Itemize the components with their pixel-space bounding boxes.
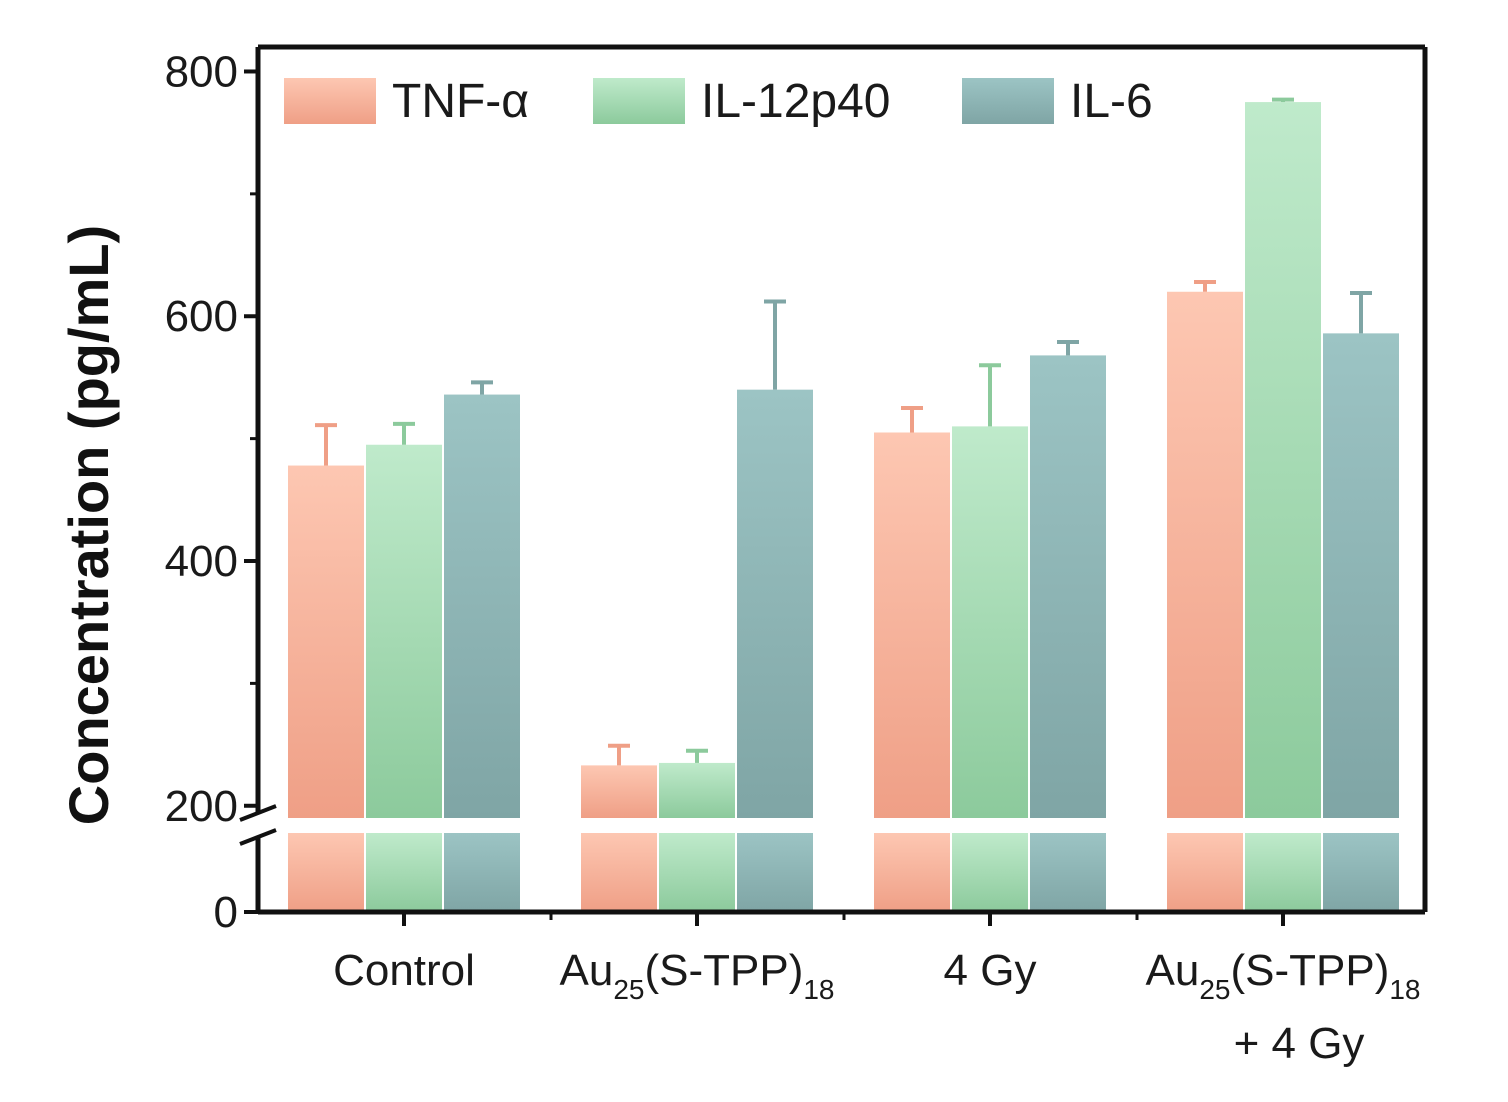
legend-label: TNF-α: [392, 75, 529, 128]
legend-swatch: [593, 78, 685, 124]
axis-break-mark: [239, 804, 277, 822]
bar-lower: [952, 833, 1028, 912]
legend-swatch: [962, 78, 1054, 124]
bar-lower: [581, 833, 657, 912]
error-bar: [764, 299, 786, 390]
y-tick-label: 200: [165, 782, 238, 831]
error-bar: [393, 421, 415, 445]
error-bar: [1057, 339, 1079, 356]
axis-break-mark: [239, 828, 277, 846]
y-axis-label: Concentration (pg/mL): [57, 225, 120, 825]
x-category-label: Au25(S-TPP)18: [559, 946, 834, 1005]
error-bar: [1194, 279, 1216, 292]
y-tick-label: 400: [165, 537, 238, 586]
bar: [659, 762, 735, 818]
bar: [952, 426, 1028, 818]
legend-item: IL-6: [962, 75, 1153, 128]
y-tick-label: 600: [165, 292, 238, 341]
legend-item: TNF-α: [284, 75, 529, 128]
bar-lower: [366, 833, 442, 912]
legend-label: IL-6: [1070, 75, 1153, 128]
error-bar: [315, 423, 337, 466]
error-bar: [979, 363, 1001, 427]
axes: [239, 44, 1428, 915]
y-tick-label: 0: [214, 888, 238, 937]
legend-swatch: [284, 78, 376, 124]
x-category-label: 4 Gy: [944, 946, 1037, 995]
bar: [1323, 333, 1399, 818]
error-bar: [471, 380, 493, 395]
y-tick-label: 800: [165, 47, 238, 96]
x-category-label: Control: [333, 946, 475, 995]
bar: [874, 432, 950, 818]
bar-lower: [1167, 833, 1243, 912]
bar: [737, 389, 813, 818]
bar-lower: [1030, 833, 1106, 912]
bar: [1030, 355, 1106, 818]
bar: [444, 394, 520, 818]
error-bar: [686, 748, 708, 763]
y-axis-ticks: 0 200 400 600 800: [165, 47, 1285, 937]
bar: [581, 765, 657, 818]
x-axis-categories: Control Au25(S-TPP)18 4 Gy Au25(S-TPP)18 + 4…: [333, 946, 1420, 1068]
x-category-label: Au25(S-TPP)18: [1145, 946, 1420, 1005]
bars-layer: [288, 102, 1399, 912]
error-bar: [1272, 97, 1294, 103]
error-bar: [608, 743, 630, 766]
error-bar: [901, 406, 923, 433]
bar-lower: [874, 833, 950, 912]
bar-lower: [1245, 833, 1321, 912]
bar: [288, 465, 364, 818]
bar-lower: [444, 833, 520, 912]
bar-lower: [288, 833, 364, 912]
legend-label: IL-12p40: [701, 75, 891, 128]
bar-lower: [737, 833, 813, 912]
bar: [1167, 291, 1243, 818]
x-category-label-line2: + 4 Gy: [1234, 1019, 1365, 1068]
bar: [1245, 102, 1321, 819]
bar-lower: [659, 833, 735, 912]
bar-lower: [1323, 833, 1399, 912]
error-bars-layer: [315, 97, 1372, 766]
bar: [366, 444, 442, 818]
error-bar: [1350, 290, 1372, 334]
legend: TNF-α IL-12p40 IL-6: [284, 75, 1153, 128]
legend-item: IL-12p40: [593, 75, 891, 128]
